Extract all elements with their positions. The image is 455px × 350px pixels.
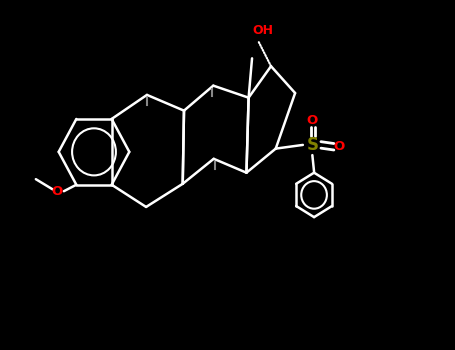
Text: O: O	[334, 140, 345, 153]
Text: O: O	[52, 185, 63, 198]
Text: S: S	[306, 136, 318, 154]
Text: O: O	[307, 114, 318, 127]
Text: OH: OH	[252, 24, 273, 37]
